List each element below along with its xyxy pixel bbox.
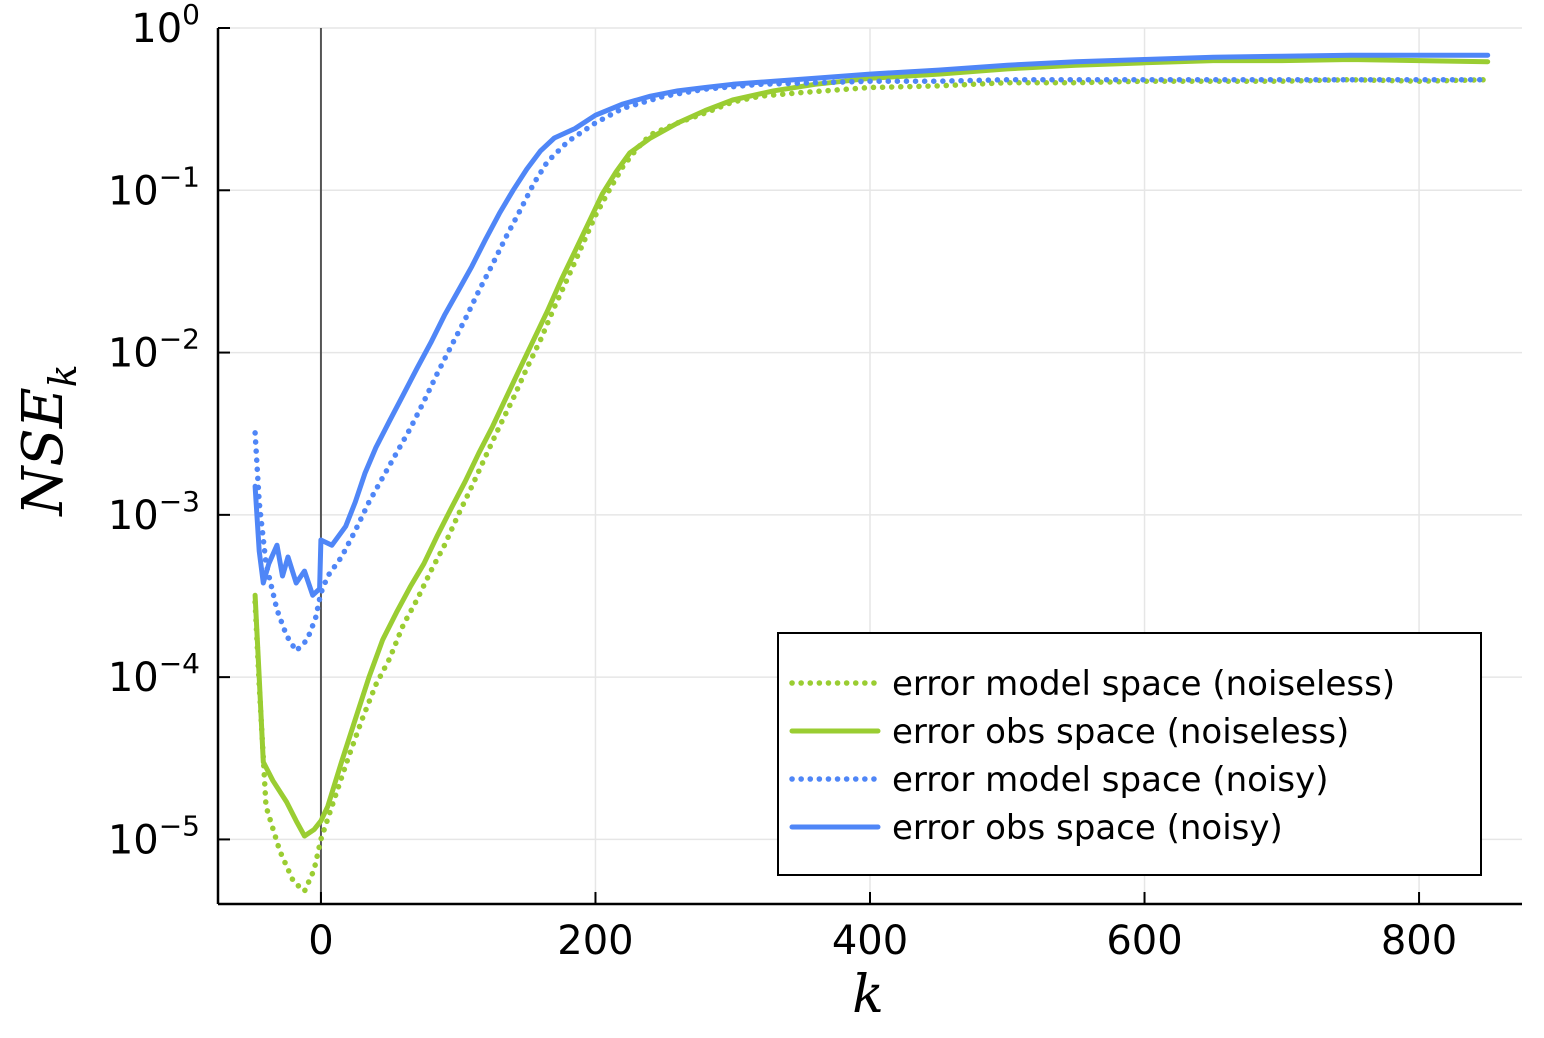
series-line-3 — [252, 76, 1491, 654]
y-tick-exponent: −3 — [159, 485, 200, 518]
legend-label-2: error obs space (noiseless) — [892, 712, 1349, 752]
y-tick-exponent: 0 — [182, 0, 200, 31]
series-line-1 — [252, 76, 1491, 894]
legend-label-4: error obs space (noisy) — [892, 808, 1283, 848]
y-tick-label: 10−5 — [108, 809, 200, 863]
y-tick-exponent: −5 — [159, 809, 200, 842]
y-tick-base: 10 — [108, 817, 159, 863]
y-tick-exponent: −4 — [159, 647, 200, 680]
y-tick-label: 10−2 — [108, 323, 200, 377]
axes — [216, 27, 1522, 906]
y-tick-label: 10−1 — [108, 160, 200, 214]
x-axis-label: k — [852, 965, 884, 1025]
y-tick-label: 10−4 — [108, 647, 200, 701]
series-line-2 — [252, 57, 1491, 839]
y-axis-label: NSEk — [11, 364, 85, 517]
y-tick-base: 10 — [108, 168, 159, 214]
x-tick-label: 0 — [308, 918, 333, 964]
y-tick-base: 10 — [108, 493, 159, 539]
legend-items: error model space (noiseless) error obs s… — [789, 664, 1395, 848]
x-tick-labels: 0 200 400 600 800 — [308, 918, 1457, 964]
x-tick-label: 200 — [557, 918, 633, 964]
y-tick-base: 10 — [108, 331, 159, 377]
y-tick-label: 100 — [131, 0, 200, 52]
legend-label-3: error model space (noisy) — [892, 760, 1329, 800]
y-tick-exponent: −1 — [159, 160, 200, 193]
y-tick-exponent: −2 — [159, 323, 200, 356]
x-tick-label: 600 — [1106, 918, 1182, 964]
y-axis-label-subscript: k — [41, 364, 85, 387]
series-line-4 — [252, 52, 1491, 598]
y-axis-label-main: NSE — [11, 387, 76, 517]
legend-label-1: error model space (noiseless) — [892, 664, 1395, 704]
y-tick-label: 10−3 — [108, 485, 200, 539]
y-tick-base: 10 — [108, 655, 159, 701]
series-lines — [252, 52, 1491, 894]
x-tick-label: 800 — [1381, 918, 1457, 964]
y-tick-base: 10 — [131, 6, 182, 52]
legend-box — [777, 632, 1482, 876]
x-tick-label: 400 — [832, 918, 908, 964]
legend: error model space (noiseless) error obs s… — [777, 632, 1482, 876]
